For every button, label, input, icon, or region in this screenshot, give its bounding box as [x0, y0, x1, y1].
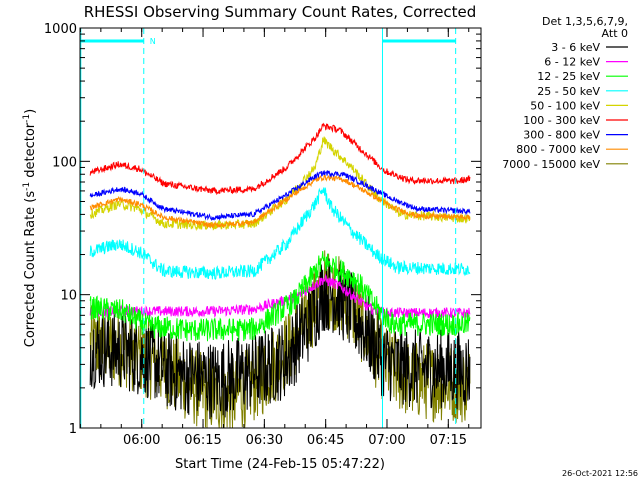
y-axis-label-main: Corrected Count Rate (s: [23, 191, 38, 348]
legend-label: 7000 - 15000 keV: [502, 158, 600, 171]
x-tick-label: 06:45: [307, 433, 344, 448]
legend-label: 800 - 7000 keV: [516, 143, 600, 156]
region-markers: N: [80, 28, 457, 428]
y-tick-label: 100: [52, 155, 77, 170]
marker-top-bar-label: N: [150, 37, 156, 46]
chart-title: RHESSI Observing Summary Count Rates, Co…: [84, 3, 477, 21]
legend-label: 6 - 12 keV: [544, 56, 600, 69]
series-trace: [89, 250, 471, 342]
y-axis-label-mid: detector: [23, 122, 38, 182]
series-trace: [89, 136, 471, 232]
series-trace: [89, 273, 471, 320]
y-axis: 1 10 100 1000: [44, 22, 481, 437]
y-axis-label: Corrected Count Rate (s-1 detector-1): [22, 109, 38, 347]
x-axis-label: Start Time (24-Feb-15 05:47:22): [175, 457, 385, 472]
timestamp: 26-Oct-2021 12:56: [562, 469, 638, 478]
legend-label: 3 - 6 keV: [551, 41, 600, 54]
y-tick-label: 1: [69, 422, 77, 437]
y-tick-label: 1000: [44, 22, 77, 37]
legend-label: 12 - 25 keV: [537, 70, 600, 83]
series-trace: [89, 256, 471, 420]
plot-frame: [79, 27, 482, 429]
legend-label: 100 - 300 keV: [523, 114, 600, 127]
x-tick-label: 07:00: [368, 433, 405, 448]
series-trace: [89, 174, 471, 229]
series-trace: [89, 122, 471, 196]
x-tick-label: 06:00: [123, 433, 160, 448]
y-tick-label: 10: [60, 289, 77, 304]
x-tick-label: 07:15: [430, 433, 467, 448]
legend-label: 300 - 800 keV: [523, 129, 600, 142]
x-tick-label: 06:30: [246, 433, 283, 448]
y-axis-label-sup2: -1: [22, 114, 32, 123]
legend-title-line2: Att 0: [602, 27, 628, 40]
legend-label: 25 - 50 keV: [537, 85, 600, 98]
y-axis-label-sup1: -1: [22, 182, 32, 191]
series-trace: [89, 187, 471, 280]
y-axis-label-end: ): [23, 109, 38, 114]
series-trace: [89, 170, 471, 222]
legend-title-line1: Det 1,3,5,6,7,9,: [542, 15, 628, 28]
legend-label: 50 - 100 keV: [530, 99, 600, 112]
x-axis: 06:00 06:15 06:30 06:45 07:00 07:15: [79, 28, 470, 448]
x-tick-label: 06:15: [184, 433, 221, 448]
series-traces: [89, 122, 471, 429]
